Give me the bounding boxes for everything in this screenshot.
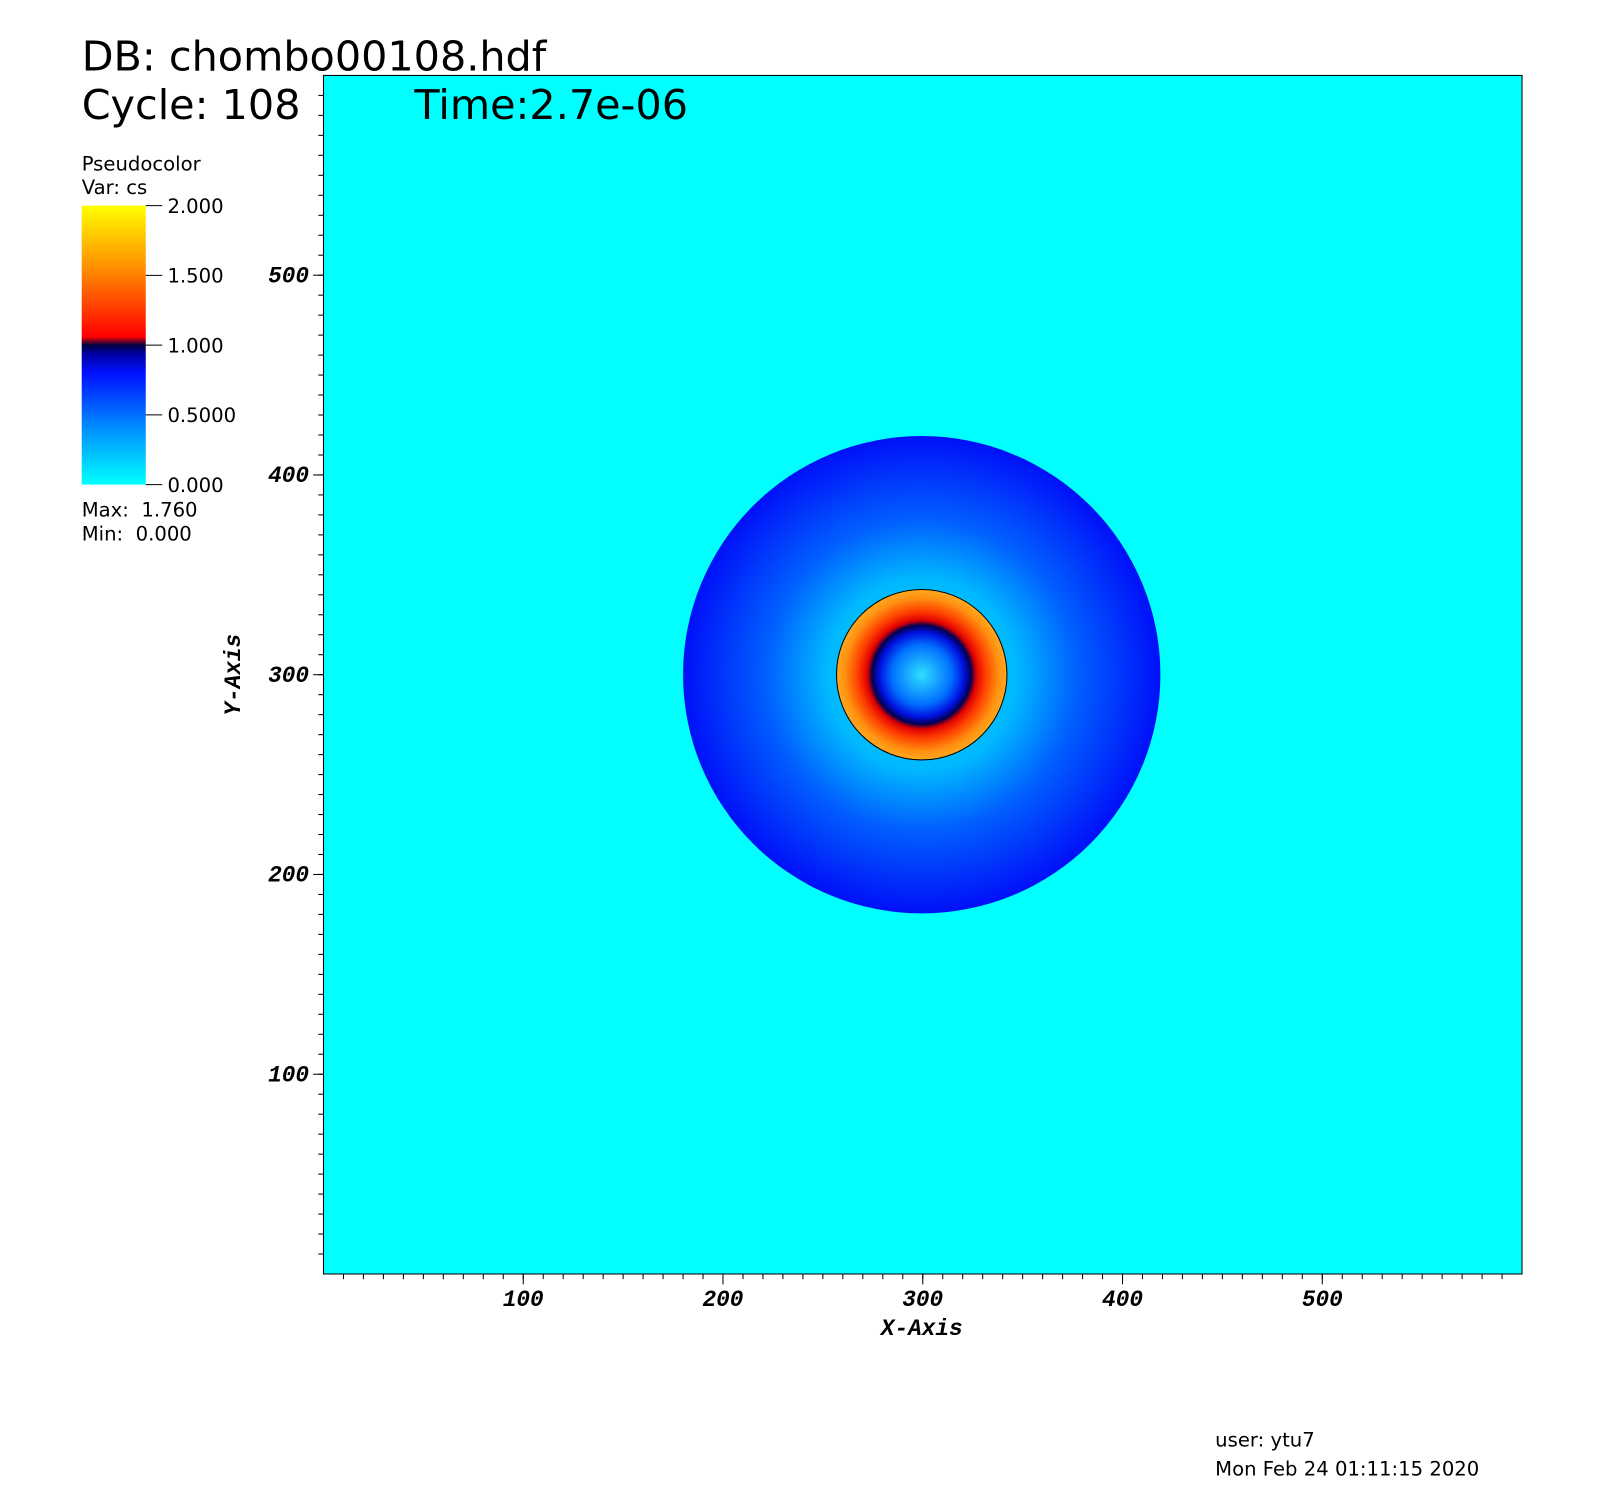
colorbar-title: Pseudocolor [82, 152, 202, 175]
x-tick-label: 200 [703, 1287, 744, 1313]
cycle: Cycle: 108 [82, 81, 301, 129]
x-axis-label: X-Axis [879, 1316, 963, 1342]
title: DB: chombo00108.hdf [82, 32, 548, 80]
colorbar-tick-label: 1.000 [167, 334, 223, 357]
y-axis-label: Y-Axis [221, 634, 247, 716]
colorbar [81, 205, 146, 485]
y-tick-label: 300 [268, 663, 309, 689]
colorbar-tick-label: 0.5000 [167, 404, 236, 427]
y-tick-label: 200 [268, 863, 309, 889]
x-tick-label: 100 [503, 1287, 544, 1313]
time: Time:2.7e-06 [413, 81, 688, 129]
user: user: ytu7 [1215, 1429, 1315, 1452]
y-tick-label: 100 [268, 1062, 309, 1088]
colorbar-tick-label: 0.000 [167, 474, 223, 497]
x-tick-label: 300 [902, 1287, 943, 1313]
inner-shell [835, 588, 1008, 761]
plot-area [322, 74, 1523, 1275]
y-tick-label: 500 [268, 263, 309, 289]
colorbar-max: Max: 1.760 [82, 499, 198, 522]
colorbar-var: Var: cs [82, 176, 148, 199]
colorbar-min: Min: 0.000 [82, 522, 192, 545]
colorbar-tick-label: 2.000 [167, 195, 223, 218]
y-tick-label: 400 [268, 463, 309, 489]
x-tick-label: 500 [1302, 1287, 1343, 1313]
colorbar-tick-label: 1.500 [167, 265, 223, 288]
x-tick-label: 400 [1102, 1287, 1143, 1313]
date: Mon Feb 24 01:11:15 2020 [1215, 1457, 1479, 1480]
